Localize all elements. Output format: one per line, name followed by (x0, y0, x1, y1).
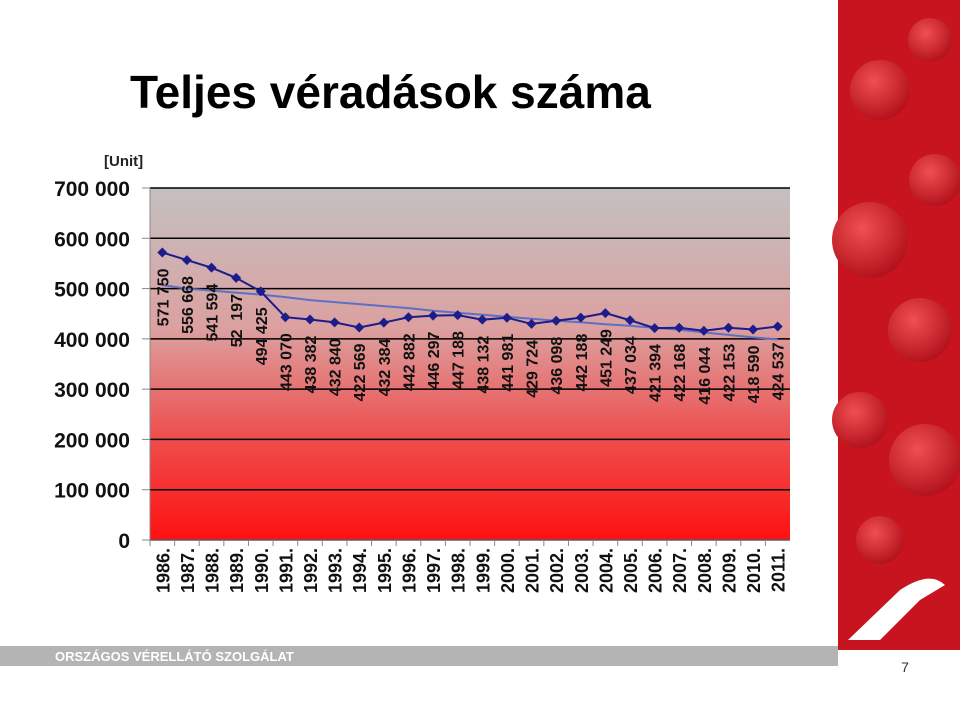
data-point (428, 310, 439, 321)
footer-bar (0, 646, 838, 666)
data-point (674, 322, 685, 333)
data-point (354, 322, 365, 333)
value-label: 432 384 (377, 338, 394, 396)
data-point (748, 324, 759, 335)
x-tick-label: 1999. (473, 548, 493, 593)
x-tick-label: 1997. (424, 548, 444, 593)
value-label: 437 034 (623, 336, 640, 394)
x-tick-label: 1989. (227, 548, 247, 593)
x-tick-label: 1987. (178, 548, 198, 593)
data-point (501, 312, 512, 323)
data-point (625, 315, 635, 326)
data-point (255, 286, 266, 297)
x-tick-label: 2001. (523, 548, 543, 593)
blood-cells (832, 18, 960, 564)
y-tick-label: 300 000 (54, 379, 130, 402)
x-tick-label: 1996. (399, 548, 419, 593)
y-tick-label: 0 (118, 530, 130, 553)
logo (848, 578, 945, 640)
x-tick-label: 1993. (326, 548, 346, 593)
data-point (305, 314, 315, 325)
data-point (772, 321, 783, 332)
data-point (649, 323, 660, 334)
value-label: 494 425 (254, 307, 271, 365)
value-label: 416 044 (697, 347, 714, 405)
value-label: 446 297 (426, 331, 443, 389)
value-label: 424 537 (771, 342, 788, 400)
page-number: 7 (901, 659, 909, 675)
x-tick-label: 2002. (547, 548, 567, 593)
x-tick-label: 1992. (301, 548, 321, 593)
data-point (698, 325, 709, 336)
data-point (575, 312, 586, 323)
value-label: 436 098 (549, 337, 566, 395)
data-point (551, 315, 562, 326)
value-label: 429 724 (525, 340, 542, 398)
x-tick-label: 1994. (350, 548, 370, 593)
plot-area (150, 188, 790, 540)
value-label: 418 590 (746, 345, 763, 403)
x-tick-label: 1988. (203, 548, 223, 593)
value-label: 556 668 (180, 276, 197, 334)
x-tick-label: 1990. (252, 548, 272, 593)
y-tick-label: 400 000 (54, 329, 130, 352)
value-label: 541 594 (205, 284, 222, 342)
value-label: 432 840 (328, 338, 345, 396)
x-tick-label: 2010. (744, 548, 764, 593)
x-tick-label: 2008. (695, 548, 715, 593)
y-tick-label: 700 000 (54, 178, 130, 201)
x-tick-label: 2000. (498, 548, 518, 593)
y-tick-label: 200 000 (54, 429, 130, 452)
data-point (452, 310, 463, 321)
value-label: 441 981 (500, 334, 517, 392)
data-point (600, 308, 611, 319)
x-tick-label: 1986. (153, 548, 173, 593)
value-label: 422 569 (352, 343, 369, 401)
data-point (403, 312, 414, 323)
data-point (181, 255, 192, 266)
slide-title: Teljes véradások száma (130, 66, 651, 118)
data-point (231, 272, 242, 283)
value-label: 571 750 (155, 268, 172, 326)
y-tick-label: 100 000 (54, 480, 130, 503)
y-axis-label: [Unit] (104, 153, 143, 170)
y-tick-label: 600 000 (54, 228, 130, 251)
x-tick-label: 1995. (375, 548, 395, 593)
x-tick-label: 2011. (769, 548, 789, 592)
value-label: 438 382 (303, 335, 320, 393)
value-label: 442 188 (574, 334, 591, 392)
value-label: 422 153 (721, 344, 738, 402)
data-point (723, 322, 734, 333)
data-point (329, 317, 340, 328)
x-tick-label: 2005. (621, 548, 641, 593)
x-tick-label: 2006. (646, 548, 666, 593)
x-tick-label: 1991. (276, 548, 296, 593)
data-point (477, 314, 488, 325)
value-label: 438 132 (475, 336, 492, 394)
value-label: 421 394 (648, 344, 665, 402)
data-point (378, 317, 389, 328)
x-tick-label: 2009. (719, 548, 739, 593)
x-tick-label: 2004. (596, 548, 616, 593)
value-label: 422 168 (672, 344, 689, 402)
y-tick-label: 500 000 (54, 279, 130, 302)
value-label: 451 249 (598, 329, 615, 387)
data-point (206, 262, 217, 273)
data-point (157, 247, 168, 258)
value-label: 442 882 (401, 333, 418, 391)
footer-text: ORSZÁGOS VÉRELLÁTÓ SZOLGÁLAT (55, 649, 294, 664)
data-point (526, 318, 537, 329)
data-point (280, 312, 291, 323)
x-tick-label: 1998. (449, 548, 469, 593)
x-tick-label: 2007. (670, 548, 690, 593)
value-label: 52 197 (229, 294, 246, 347)
x-tick-label: 2003. (572, 548, 592, 593)
value-label: 447 188 (451, 331, 468, 389)
value-label: 443 070 (278, 333, 295, 391)
